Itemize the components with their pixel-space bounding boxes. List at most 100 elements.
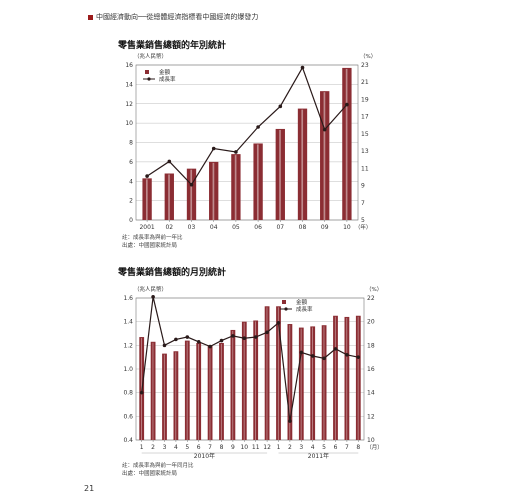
chart1-xtick-label: 02 bbox=[165, 224, 173, 230]
chart2-growth-point bbox=[288, 419, 292, 423]
chart2-bar-sheen bbox=[220, 343, 222, 440]
chart1-ytick-label: 16 bbox=[125, 62, 133, 69]
chart1-note-2: 出處：中國國家統計局 bbox=[122, 243, 178, 249]
chart1-growth-point bbox=[256, 125, 260, 129]
chart1-title: 零售業銷售總額的年別統計 bbox=[118, 41, 227, 51]
chart2-year-label: 2011年 bbox=[308, 452, 329, 460]
chart2-ytick-label: 1.4 bbox=[123, 319, 133, 326]
chart2-xtick-label: 1 bbox=[277, 444, 281, 451]
chart2-note-2: 出處：中國國家統計局 bbox=[122, 471, 178, 477]
chart1-growth-point bbox=[322, 127, 327, 132]
chart2-legend-bar-swatch bbox=[282, 300, 286, 304]
chart1-growth-line bbox=[146, 66, 348, 186]
chart1-ytick-label: 10 bbox=[125, 120, 133, 127]
chart2-xtick-label: 10 bbox=[240, 444, 248, 451]
chart2-growth-point bbox=[310, 354, 315, 358]
chart2-bar-sheen bbox=[186, 341, 188, 440]
chart2-ytick-label: 0.8 bbox=[123, 390, 133, 397]
chart1-bar-sheen bbox=[145, 179, 148, 220]
chart1-xtick-label: 06 bbox=[254, 224, 262, 230]
chart2-xtick-label: 4 bbox=[174, 444, 178, 451]
chart1-xtick-label: 10 bbox=[343, 224, 351, 230]
page-header: 中國經濟動向──從總體經濟指標看中國經濟的爆發力 bbox=[88, 12, 258, 22]
chart1-growth-point bbox=[278, 104, 283, 109]
chart1-bar-sheen bbox=[168, 174, 170, 220]
chart1-plot-frame bbox=[135, 64, 359, 221]
chart2-growth-point bbox=[174, 337, 178, 342]
chart2-xtick-label: 2 bbox=[288, 444, 292, 451]
chart2-ytick-label: 1.0 bbox=[123, 366, 133, 373]
chart2-xtick-label: 2 bbox=[151, 444, 155, 451]
chart1-y2-unit: （%） bbox=[360, 53, 376, 60]
chart2-xtick-label: 12 bbox=[263, 444, 271, 451]
chart1-bar-sheen bbox=[301, 109, 304, 220]
chart1-growth-point bbox=[189, 182, 194, 187]
chart2-growth-point bbox=[253, 335, 258, 339]
chart2-bar-sheen bbox=[163, 354, 165, 440]
chart2-bar-sheen bbox=[152, 342, 154, 440]
chart2-y2tick-label: 22 bbox=[367, 295, 375, 302]
chart1-xtick-label: 2001 bbox=[139, 224, 154, 230]
chart2-legend-line-label: 成長率 bbox=[296, 305, 313, 313]
chart2-y2-unit: （%） bbox=[366, 286, 382, 293]
chart2-xtick-label: 1 bbox=[140, 444, 144, 451]
chart2-growth-point bbox=[219, 338, 224, 343]
chart2-plot-frame bbox=[135, 297, 365, 441]
chart1-ytick-label: 0 bbox=[129, 217, 133, 224]
chart2-bar-sheen bbox=[346, 317, 348, 440]
chart2-ytick-label: 0.6 bbox=[123, 413, 133, 420]
chart1-growth-point bbox=[145, 174, 149, 178]
chart2-bar-sheen bbox=[300, 328, 302, 440]
chart2-xtick-label: 8 bbox=[356, 444, 360, 451]
chart2-xtick-label: 5 bbox=[322, 444, 326, 451]
chart2-x-unit: （月） bbox=[366, 444, 383, 451]
chart1-y2tick-label: 5 bbox=[361, 217, 365, 224]
chart1-growth-point bbox=[211, 146, 216, 151]
chart2-bar-sheen bbox=[243, 322, 245, 440]
chart2-year-label: 2010年 bbox=[194, 452, 215, 460]
chart2-ytick-label: 1.6 bbox=[123, 295, 133, 302]
chart1-y2tick-label: 21 bbox=[361, 79, 369, 86]
chart1-y-unit: （兆人民幣） bbox=[134, 52, 167, 60]
chart2-bar-sheen bbox=[334, 316, 336, 440]
chart2-xtick-label: 7 bbox=[345, 444, 349, 451]
chart2-growth-point bbox=[333, 347, 338, 351]
chart2-growth-point bbox=[185, 335, 190, 339]
chart2-growth-line bbox=[141, 296, 359, 422]
chart2-growth-point bbox=[139, 390, 144, 395]
chart1-ytick-label: 8 bbox=[129, 140, 133, 147]
chart2-y-unit: （兆人民幣） bbox=[134, 285, 167, 293]
page-number: 21 bbox=[84, 484, 95, 493]
chart2-growth-point bbox=[196, 339, 201, 344]
chart1-legend-line-dot bbox=[147, 77, 151, 81]
chart1-legend-line-label: 成長率 bbox=[159, 75, 176, 83]
chart1-growth-point bbox=[234, 150, 238, 154]
chart2-growth-point bbox=[151, 295, 155, 299]
chart2-y2tick-label: 16 bbox=[367, 366, 375, 373]
chart2-note-1: 註：成長率為與前一年同月比 bbox=[122, 463, 194, 469]
chart2-xtick-label: 3 bbox=[299, 444, 303, 451]
chart2-growth-point bbox=[299, 350, 304, 355]
chart2-growth-point bbox=[345, 353, 349, 357]
chart1-growth-point bbox=[167, 159, 172, 164]
chart2-growth-point bbox=[231, 334, 235, 338]
chart2-notes: 註：成長率為與前一年同月比 出處：中國國家統計局 bbox=[122, 462, 194, 478]
chart1-ytick-label: 4 bbox=[129, 178, 133, 185]
header-square-icon bbox=[88, 14, 93, 20]
chart2-ytick-label: 1.2 bbox=[123, 342, 133, 349]
chart2-bar-sheen bbox=[209, 346, 211, 440]
chart2-bar-sheen bbox=[255, 321, 256, 440]
chart2-bar-sheen bbox=[289, 325, 291, 440]
chart1-xtick-label: 05 bbox=[232, 224, 240, 230]
chart2-growth-point bbox=[276, 321, 281, 325]
chart2-xtick-label: 5 bbox=[185, 444, 189, 451]
chart1-bar-sheen bbox=[279, 129, 281, 220]
chart2-xtick-label: 3 bbox=[163, 444, 167, 451]
chart2-growth-point bbox=[265, 330, 269, 335]
chart2-xtick-label: 9 bbox=[231, 444, 235, 451]
chart2-y2tick-label: 10 bbox=[367, 437, 375, 444]
chart2-bar-sheen bbox=[312, 327, 313, 440]
chart2-bar-sheen bbox=[198, 343, 199, 440]
chart2-bar-sheen bbox=[266, 307, 268, 440]
chart1-notes: 註：成長率為與前一年比 出處：中國國家統計局 bbox=[122, 234, 183, 250]
